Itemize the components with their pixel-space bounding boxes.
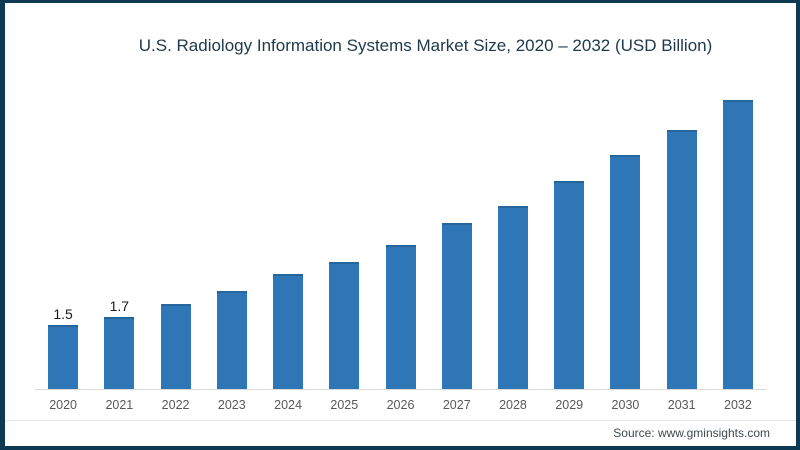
bar-group bbox=[429, 69, 485, 389]
bar-2024 bbox=[273, 274, 304, 389]
bar-2029 bbox=[554, 180, 585, 389]
bar-group bbox=[204, 69, 260, 389]
bar-group bbox=[485, 69, 541, 389]
bar-group bbox=[710, 69, 766, 389]
bar-2027 bbox=[441, 223, 472, 389]
bar-2025 bbox=[329, 261, 360, 389]
footer-divider bbox=[5, 420, 796, 421]
bar-group bbox=[541, 69, 597, 389]
bar-value-label: 1.5 bbox=[53, 306, 73, 323]
x-tick-label: 2022 bbox=[161, 398, 190, 412]
x-tick-label: 2032 bbox=[724, 398, 752, 412]
bar-group: 1.7 bbox=[91, 69, 147, 389]
source-attribution: Source: www.gminsights.com bbox=[613, 426, 770, 440]
x-tick-label: 2025 bbox=[330, 398, 359, 412]
bar-2031 bbox=[666, 129, 697, 389]
x-tick-label: 2026 bbox=[386, 398, 415, 412]
bar-group bbox=[597, 69, 653, 389]
x-tick-label: 2021 bbox=[105, 398, 134, 412]
x-tick-label: 2031 bbox=[667, 398, 696, 412]
bar-2032 bbox=[722, 100, 753, 389]
bar-2023 bbox=[216, 291, 247, 389]
bar-group bbox=[372, 69, 428, 389]
bar-2020 bbox=[48, 325, 79, 389]
bar-2022 bbox=[160, 304, 191, 389]
bar-group: 1.5 bbox=[35, 69, 91, 389]
bar-value-label: 1.7 bbox=[109, 297, 130, 314]
x-tick-label: 2020 bbox=[49, 398, 78, 412]
chart-title: U.S. Radiology Information Systems Marke… bbox=[138, 36, 713, 55]
bar-group bbox=[316, 69, 372, 389]
x-tick-label: 2029 bbox=[555, 398, 584, 412]
bar-2021 bbox=[104, 316, 135, 389]
x-tick-label: 2024 bbox=[274, 398, 302, 412]
bar-group bbox=[147, 69, 203, 389]
x-tick-label: 2028 bbox=[499, 398, 527, 412]
bar-2028 bbox=[497, 206, 528, 389]
x-axis-tick-row: 2020 2021 2022 2023 2024 2025 2026 2027 2028 2029… bbox=[35, 390, 766, 412]
plot-area: 1.5 1.7 bbox=[35, 69, 766, 390]
bar-2026 bbox=[385, 244, 416, 389]
x-tick-label: 2027 bbox=[442, 398, 471, 412]
bar-group bbox=[260, 69, 316, 389]
x-tick-label: 2030 bbox=[611, 398, 640, 412]
x-tick-label: 2023 bbox=[217, 398, 246, 412]
bar-group bbox=[654, 69, 710, 389]
bar-2030 bbox=[610, 155, 641, 389]
